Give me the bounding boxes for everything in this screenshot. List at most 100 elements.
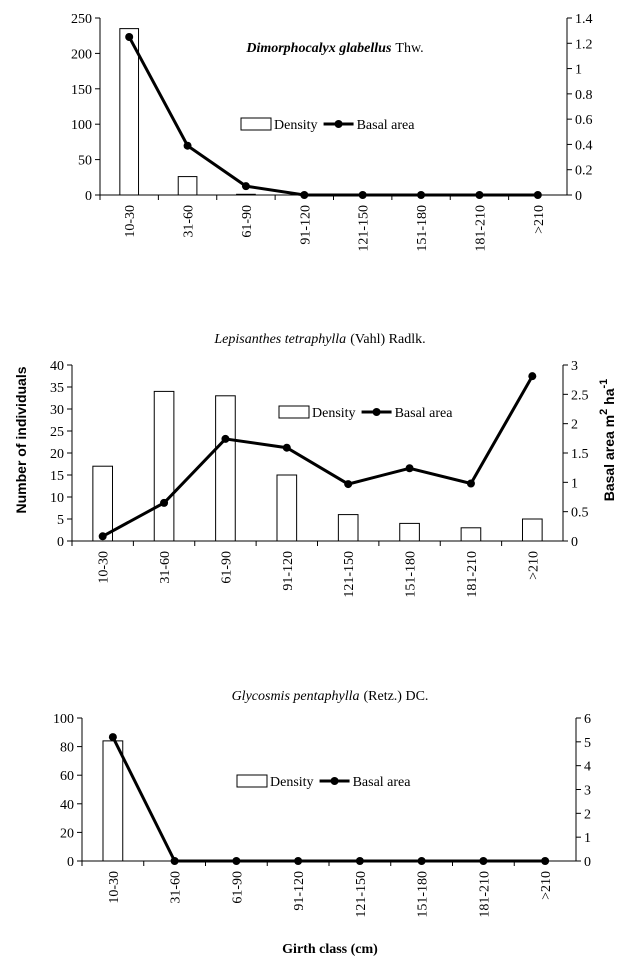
title-part: Glycosmis pentaphylla [232,689,360,704]
title-part: Dimorphocalyx glabellus [245,41,392,56]
legend-marker [330,777,339,785]
y-tick-label: 10 [50,491,64,506]
legend-swatch [278,405,310,419]
y2-tick-label: 0.4 [575,138,593,153]
line-series [127,36,538,197]
bar [215,395,236,542]
x-tick-label: 151-180 [404,551,419,598]
legend-label: Density [312,406,356,421]
y2-tick-label: 1 [584,831,591,846]
title-part: (Retz.) DC. [363,689,428,704]
y2-tick-label: 1.4 [575,12,593,27]
y2-tick-label: 0.2 [575,164,593,179]
y2-tick-label: 1 [571,476,578,491]
x-tick-label: 61-90 [219,551,234,584]
line-point [98,532,107,541]
x-tick-label: 31-60 [169,871,184,904]
y-tick-label: 100 [71,118,92,133]
y2-tick-label: 2 [571,418,578,433]
x-tick-label: 121-150 [357,205,372,252]
legend-marker [372,408,381,416]
y-tick-label: 0 [67,855,74,870]
bar [236,193,256,196]
y2-label-part: -1 [598,379,610,389]
y-tick-label: 0 [85,189,92,204]
x-tick-label: 181-210 [473,205,488,252]
x-tick-label: 31-60 [182,205,197,238]
y-axis-label: Number of individuals [13,366,29,513]
line-point [405,464,414,473]
y2-tick-label: 3 [571,359,578,374]
bar [337,514,359,542]
x-tick-label: 121-150 [342,551,357,598]
x-tick-label: 10-30 [97,551,112,584]
legend-label: Density [274,118,318,133]
y2-tick-label: 3 [584,784,591,799]
x-tick-label: 181-210 [477,871,492,918]
y-tick-label: 0 [57,535,64,550]
y-tick-label: 50 [78,154,92,169]
line-point [417,857,426,865]
y-tick-label: 20 [60,826,74,841]
bar [460,527,482,542]
line-point [232,857,241,865]
y-tick-label: 250 [71,12,92,27]
legend-label: Density [270,775,314,790]
y2-tick-label: 6 [584,712,591,727]
line-point [355,857,364,865]
line-point [344,480,353,489]
legend-marker [334,120,343,128]
x-tick-label: 91-120 [292,871,307,911]
line-point [300,191,309,199]
y2-tick-label: 1.2 [575,37,593,52]
y2-label-part: ha [601,388,617,408]
x-tick-label: 31-60 [158,551,173,584]
y-tick-label: 80 [60,741,74,756]
title-part: Lepisanthes tetraphylla [213,332,346,347]
y2-axis-label: Basal area m2 ha-1 [598,379,617,502]
chart-title: Dimorphocalyx glabellus Thw. [245,41,423,56]
y2-tick-label: 1 [575,63,582,78]
line-point [160,498,169,507]
y-tick-label: 25 [50,425,64,440]
x-tick-label: 61-90 [230,871,245,904]
y-tick-label: 100 [53,712,74,727]
line-point [466,479,475,488]
x-tick-label: 151-180 [415,205,430,252]
y-tick-label: 35 [50,381,64,396]
bar [92,465,114,542]
line-point [241,182,250,191]
x-tick-label: >210 [532,205,547,234]
y-tick-label: 200 [71,47,92,62]
line-point [294,857,303,865]
legend-label: Basal area [357,118,416,133]
line-point [221,434,230,443]
y2-tick-label: 5 [584,736,591,751]
x-tick-label: >210 [539,871,554,900]
line-point [282,443,291,452]
line-series [111,736,546,863]
line-point [541,857,550,865]
x-tick-label: 91-120 [281,551,296,591]
bar [521,518,543,542]
x-tick-label: 10-30 [107,871,122,904]
y-tick-label: 5 [57,513,64,528]
chart-title: Glycosmis pentaphylla (Retz.) DC. [232,689,429,704]
y2-tick-label: 0.8 [575,88,593,103]
y2-tick-label: 0 [575,189,582,204]
line-point [108,733,117,742]
bar [177,176,198,196]
y-tick-label: 30 [50,403,64,418]
bar [399,522,420,542]
y2-tick-label: 0.6 [575,113,593,128]
line-point [475,191,484,199]
y-tick-label: 40 [60,798,74,813]
x-tick-label: 181-210 [465,551,480,598]
y2-tick-label: 0.5 [571,506,589,521]
line-point [479,857,488,865]
legend-swatch [240,117,272,131]
x-tick-label: 121-150 [354,871,369,918]
y2-tick-label: 0 [584,855,591,870]
line-point [125,32,134,41]
